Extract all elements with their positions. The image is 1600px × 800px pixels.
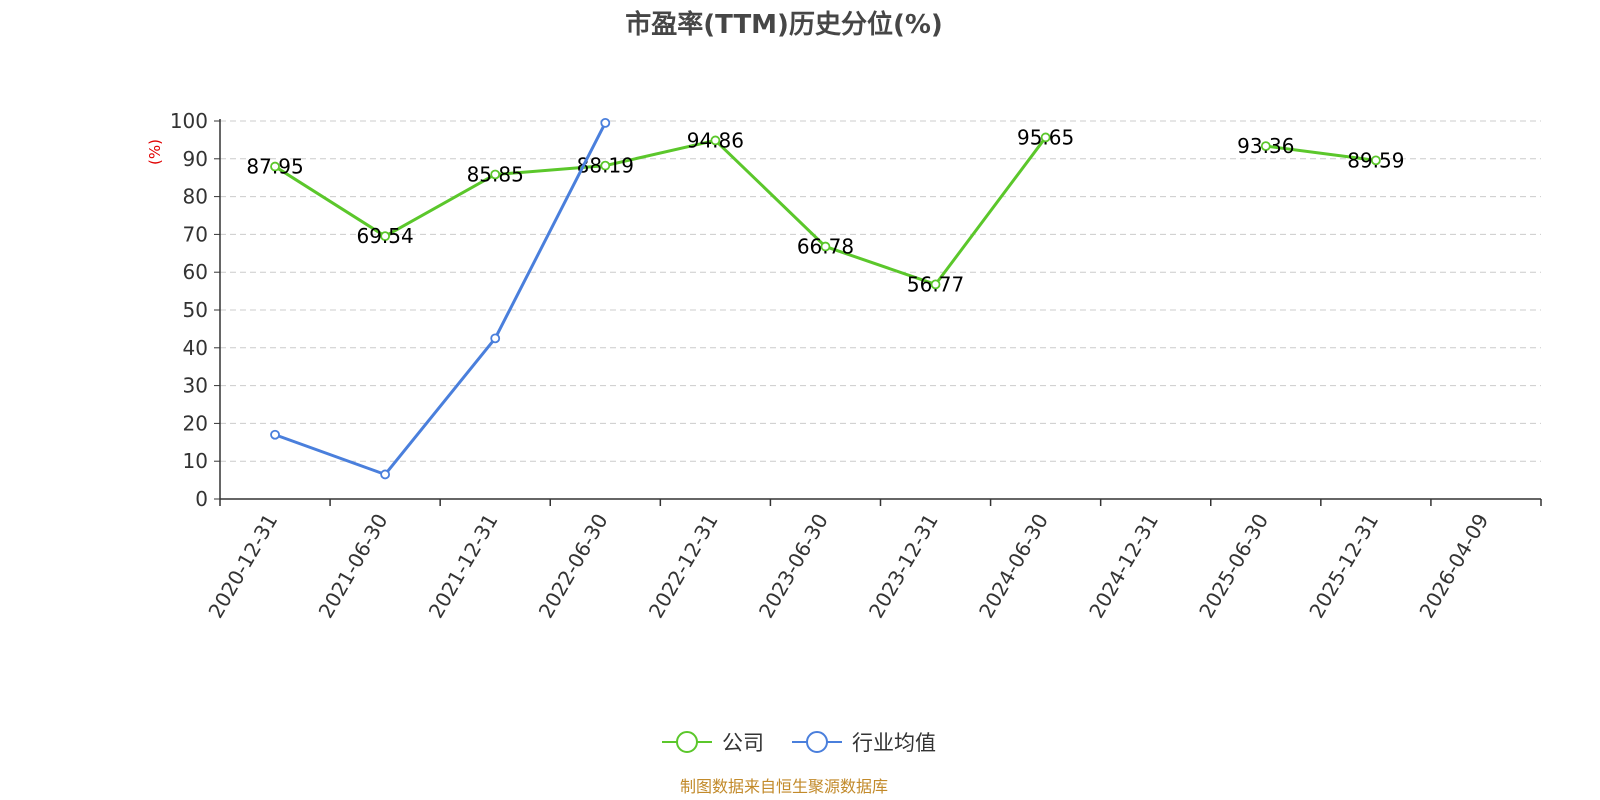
series-line: [274, 122, 607, 476]
data-point: [600, 117, 611, 128]
data-point: [380, 469, 391, 480]
y-tick-label: 50: [183, 298, 208, 322]
data-label: 69.54: [356, 224, 413, 248]
series-0: 87.95 69.54 85.85 88.19 94.86 66.78 56.77 95.65…: [246, 125, 1404, 296]
data-label: 66.78: [797, 235, 854, 259]
data-source-note: 制图数据来自恒生聚源数据库: [680, 777, 888, 796]
data-label: 89.59: [1347, 148, 1404, 172]
data-point: [1370, 155, 1381, 166]
data-point: [1260, 141, 1271, 151]
x-tick-label: 2024-06-30: [974, 510, 1053, 623]
data-point: [600, 160, 611, 171]
x-tick-label: 2024-12-31: [1084, 510, 1163, 623]
y-tick-label: 10: [183, 449, 208, 473]
x-tick-label: 2020-12-31: [203, 510, 282, 623]
x-tick-label: 2021-12-31: [424, 510, 503, 623]
data-point: [270, 429, 280, 440]
data-point: [490, 333, 501, 344]
data-label: 88.19: [577, 154, 634, 178]
y-tick-label: 90: [183, 147, 208, 171]
x-tick-label: 2021-06-30: [314, 510, 393, 623]
x-tick-label: 2022-12-31: [644, 510, 723, 623]
data-label: 93.36: [1237, 134, 1294, 158]
y-tick-label: 30: [183, 374, 208, 398]
data-point: [710, 135, 721, 146]
data-label: 56.77: [907, 272, 964, 296]
y-tick-label: 40: [183, 336, 208, 360]
legend-marker-icon: [806, 731, 828, 753]
data-point: [490, 169, 501, 180]
y-axis-unit-label: (%): [146, 139, 164, 165]
y-tick-label: 20: [183, 411, 208, 435]
x-tick-label: 2025-06-30: [1194, 510, 1273, 623]
y-tick-label: 0: [195, 487, 208, 511]
series-line: [1265, 144, 1377, 162]
axes: 0 10 20 30 40 50 60 70 80 90 100 2020-12-31 2021-06-…: [170, 109, 1542, 623]
data-point: [380, 231, 391, 242]
legend-label: 行业均值: [852, 731, 936, 755]
data-label: 85.85: [467, 162, 524, 186]
chart-title: 市盈率(TTM)历史分位(%): [625, 9, 943, 40]
x-tick-label: 2022-06-30: [534, 510, 613, 623]
legend-marker-icon: [676, 731, 698, 753]
data-point: [1040, 132, 1051, 143]
data-point: [820, 241, 831, 252]
series-1: [270, 117, 611, 480]
x-tick-label: 2023-06-30: [754, 510, 833, 623]
legend-item-1[interactable]: 行业均值: [792, 731, 936, 755]
y-tick-label: 100: [170, 109, 208, 133]
y-tick-label: 60: [183, 260, 208, 284]
grid-lines: [220, 120, 1541, 462]
series-layer: 87.95 69.54 85.85 88.19 94.86 66.78 56.77 95.65…: [246, 117, 1405, 480]
data-label: 94.86: [687, 128, 744, 152]
y-tick-label: 80: [183, 185, 208, 209]
x-tick-label: 2026-04-09: [1414, 510, 1493, 623]
data-label: 87.95: [246, 155, 303, 179]
y-tick-label: 70: [183, 222, 208, 246]
data-label: 95.65: [1017, 125, 1074, 149]
data-point: [270, 161, 280, 172]
legend-item-0[interactable]: 公司: [662, 731, 764, 755]
data-point: [930, 279, 941, 290]
series-line: [274, 136, 1047, 286]
legend[interactable]: 公司 行业均值: [662, 731, 936, 755]
x-tick-label: 2025-12-31: [1304, 510, 1383, 623]
x-tick-label: 2023-12-31: [864, 510, 943, 623]
legend-label: 公司: [722, 731, 764, 755]
